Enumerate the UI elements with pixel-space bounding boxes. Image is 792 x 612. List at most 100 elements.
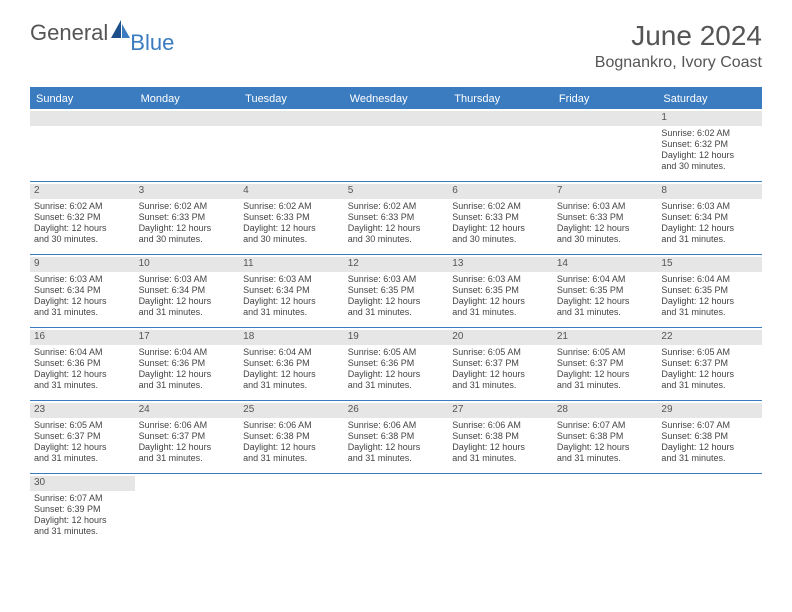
day-number: 6 — [448, 184, 553, 199]
day-info-line: Sunrise: 6:05 AM — [557, 347, 654, 358]
day-info-line: Daylight: 12 hours — [139, 296, 236, 307]
day-info-line: Daylight: 12 hours — [34, 515, 131, 526]
day-cell: 6Sunrise: 6:02 AMSunset: 6:33 PMDaylight… — [448, 182, 553, 254]
day-info-line: Sunrise: 6:03 AM — [243, 274, 340, 285]
day-number: 8 — [657, 184, 762, 199]
day-info-line: Sunrise: 6:03 AM — [348, 274, 445, 285]
day-number: 5 — [344, 184, 449, 199]
day-info-line: Sunset: 6:32 PM — [661, 139, 758, 150]
empty-cell — [553, 109, 658, 181]
day-cell: 14Sunrise: 6:04 AMSunset: 6:35 PMDayligh… — [553, 255, 658, 327]
day-cell: 13Sunrise: 6:03 AMSunset: 6:35 PMDayligh… — [448, 255, 553, 327]
week-row: 9Sunrise: 6:03 AMSunset: 6:34 PMDaylight… — [30, 255, 762, 328]
day-cell: 8Sunrise: 6:03 AMSunset: 6:34 PMDaylight… — [657, 182, 762, 254]
day-number: 28 — [553, 403, 658, 418]
day-info-line: and 30 minutes. — [348, 234, 445, 245]
day-info-line: Sunset: 6:37 PM — [139, 431, 236, 442]
day-info-line: Daylight: 12 hours — [243, 369, 340, 380]
day-number: 3 — [135, 184, 240, 199]
day-header-cell: Friday — [553, 89, 658, 109]
day-info-line: Sunset: 6:38 PM — [557, 431, 654, 442]
day-info-line: Sunset: 6:37 PM — [452, 358, 549, 369]
day-info-line: Sunset: 6:39 PM — [34, 504, 131, 515]
day-info-line: Sunrise: 6:03 AM — [34, 274, 131, 285]
empty-cell — [448, 474, 553, 546]
empty-cell — [135, 474, 240, 546]
day-info-line: Daylight: 12 hours — [139, 223, 236, 234]
day-info-line: and 31 minutes. — [139, 453, 236, 464]
day-header-cell: Tuesday — [239, 89, 344, 109]
day-cell: 20Sunrise: 6:05 AMSunset: 6:37 PMDayligh… — [448, 328, 553, 400]
day-cell: 24Sunrise: 6:06 AMSunset: 6:37 PMDayligh… — [135, 401, 240, 473]
day-info-line: Daylight: 12 hours — [557, 442, 654, 453]
day-info-line: Sunrise: 6:04 AM — [139, 347, 236, 358]
day-info-line: Sunset: 6:32 PM — [34, 212, 131, 223]
day-info-line: Sunrise: 6:04 AM — [34, 347, 131, 358]
day-info-line: and 31 minutes. — [661, 453, 758, 464]
day-info-line: Daylight: 12 hours — [348, 369, 445, 380]
day-info-line: Sunrise: 6:06 AM — [139, 420, 236, 431]
day-header-row: SundayMondayTuesdayWednesdayThursdayFrid… — [30, 89, 762, 109]
day-info-line: Sunrise: 6:04 AM — [243, 347, 340, 358]
empty-cell — [344, 474, 449, 546]
day-info-line: Sunset: 6:38 PM — [243, 431, 340, 442]
day-info-line: Daylight: 12 hours — [661, 369, 758, 380]
day-info-line: Daylight: 12 hours — [139, 442, 236, 453]
day-info-line: Sunrise: 6:02 AM — [661, 128, 758, 139]
day-info-line: Sunset: 6:35 PM — [661, 285, 758, 296]
day-info-line: and 31 minutes. — [34, 307, 131, 318]
day-info-line: Sunset: 6:33 PM — [557, 212, 654, 223]
day-info-line: Daylight: 12 hours — [243, 223, 340, 234]
day-info-line: Daylight: 12 hours — [348, 442, 445, 453]
day-info-line: and 31 minutes. — [139, 307, 236, 318]
day-info-line: Sunset: 6:37 PM — [661, 358, 758, 369]
day-info-line: and 31 minutes. — [348, 453, 445, 464]
day-info-line: Sunrise: 6:02 AM — [34, 201, 131, 212]
day-info-line: Sunrise: 6:03 AM — [139, 274, 236, 285]
day-info-line: Sunset: 6:37 PM — [34, 431, 131, 442]
day-info-line: Sunrise: 6:05 AM — [661, 347, 758, 358]
logo-text-general: General — [30, 20, 108, 46]
day-number: 2 — [30, 184, 135, 199]
day-info-line: Daylight: 12 hours — [452, 223, 549, 234]
day-info-line: Sunrise: 6:04 AM — [661, 274, 758, 285]
week-row: 16Sunrise: 6:04 AMSunset: 6:36 PMDayligh… — [30, 328, 762, 401]
day-info-line: and 30 minutes. — [243, 234, 340, 245]
day-info-line: and 31 minutes. — [452, 307, 549, 318]
empty-cell — [239, 109, 344, 181]
day-info-line: Sunrise: 6:02 AM — [348, 201, 445, 212]
day-number: 13 — [448, 257, 553, 272]
header: General Blue June 2024 Bognankro, Ivory … — [0, 0, 792, 82]
day-cell: 23Sunrise: 6:05 AMSunset: 6:37 PMDayligh… — [30, 401, 135, 473]
day-info-line: Sunset: 6:37 PM — [557, 358, 654, 369]
day-number: 14 — [553, 257, 658, 272]
day-info-line: and 31 minutes. — [139, 380, 236, 391]
empty-cell — [657, 474, 762, 546]
calendar: SundayMondayTuesdayWednesdayThursdayFrid… — [30, 87, 762, 546]
day-number: 4 — [239, 184, 344, 199]
day-info-line: and 31 minutes. — [34, 380, 131, 391]
day-info-line: Sunset: 6:36 PM — [139, 358, 236, 369]
day-number: 19 — [344, 330, 449, 345]
day-info-line: Daylight: 12 hours — [243, 296, 340, 307]
day-info-line: Daylight: 12 hours — [348, 296, 445, 307]
day-info-line: and 31 minutes. — [243, 380, 340, 391]
day-info-line: Daylight: 12 hours — [34, 223, 131, 234]
day-info-line: Sunset: 6:33 PM — [452, 212, 549, 223]
empty-cell — [448, 109, 553, 181]
day-number: 23 — [30, 403, 135, 418]
day-cell: 12Sunrise: 6:03 AMSunset: 6:35 PMDayligh… — [344, 255, 449, 327]
day-info-line: Sunset: 6:38 PM — [661, 431, 758, 442]
day-info-line: and 31 minutes. — [348, 307, 445, 318]
day-number: 10 — [135, 257, 240, 272]
day-number: 17 — [135, 330, 240, 345]
day-info-line: and 31 minutes. — [452, 380, 549, 391]
day-info-line: Sunset: 6:34 PM — [34, 285, 131, 296]
day-cell: 29Sunrise: 6:07 AMSunset: 6:38 PMDayligh… — [657, 401, 762, 473]
day-info-line: Sunset: 6:33 PM — [139, 212, 236, 223]
empty-daynum — [239, 111, 344, 126]
day-info-line: Daylight: 12 hours — [557, 223, 654, 234]
day-cell: 27Sunrise: 6:06 AMSunset: 6:38 PMDayligh… — [448, 401, 553, 473]
day-number: 9 — [30, 257, 135, 272]
day-info-line: and 31 minutes. — [661, 307, 758, 318]
